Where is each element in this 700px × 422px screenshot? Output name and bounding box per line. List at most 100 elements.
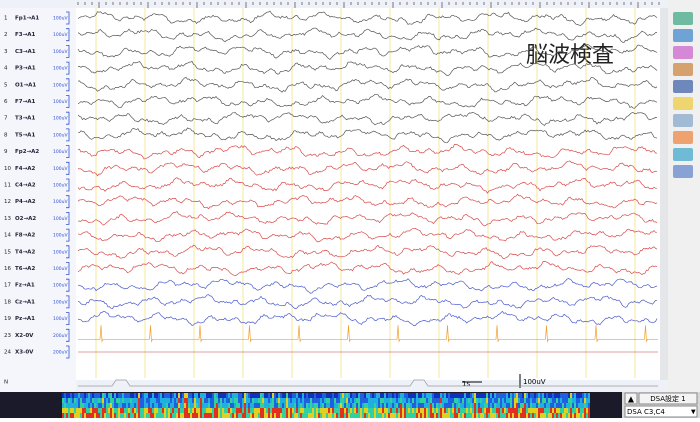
- dsa-cell: [118, 398, 120, 403]
- dsa-cell: [204, 398, 206, 403]
- dsa-cell: [86, 403, 88, 408]
- tool-icon[interactable]: [673, 46, 693, 59]
- tool-icon[interactable]: [673, 165, 693, 178]
- eeg-trace: [77, 44, 658, 60]
- eeg-trace: [77, 60, 658, 76]
- dsa-cell: [428, 413, 430, 418]
- scrollbar[interactable]: [660, 8, 668, 380]
- dsa-cell: [66, 413, 68, 418]
- dsa-cell: [82, 413, 84, 418]
- dsa-cell: [340, 408, 342, 413]
- dsa-cell: [256, 393, 258, 398]
- dsa-cell: [588, 408, 590, 413]
- dsa-cell: [300, 403, 302, 408]
- dsa-cell: [476, 398, 478, 403]
- dsa-cell: [402, 408, 404, 413]
- dsa-cell: [398, 393, 400, 398]
- dsa-cell: [112, 403, 114, 408]
- dsa-cell: [382, 393, 384, 398]
- dsa-cell: [222, 413, 224, 418]
- dsa-cell: [280, 413, 282, 418]
- tool-icon[interactable]: [673, 114, 693, 127]
- dsa-cell: [580, 413, 582, 418]
- dsa-cell: [118, 408, 120, 413]
- dsa-cell: [194, 393, 196, 398]
- dsa-cell: [100, 403, 102, 408]
- dsa-cell: [206, 408, 208, 413]
- dsa-cell: [160, 398, 162, 403]
- dsa-cell: [328, 413, 330, 418]
- dsa-cell: [480, 398, 482, 403]
- dsa-cell: [544, 403, 546, 408]
- dsa-cell: [252, 398, 254, 403]
- dsa-cell: [488, 403, 490, 408]
- dsa-cell: [256, 408, 258, 413]
- dsa-cell: [564, 408, 566, 413]
- dsa-cell: [508, 408, 510, 413]
- dsa-cell: [164, 403, 166, 408]
- dsa-cell: [128, 413, 130, 418]
- dsa-cell: [310, 403, 312, 408]
- dsa-cell: [72, 393, 74, 398]
- dsa-cell: [562, 403, 564, 408]
- dsa-cell: [462, 403, 464, 408]
- channel-label: C3→A1: [15, 49, 36, 55]
- dsa-cell: [266, 393, 268, 398]
- up-button[interactable]: [624, 392, 638, 405]
- dsa-cell: [86, 413, 88, 418]
- dsa-cell: [166, 408, 168, 413]
- dsa-cell: [298, 413, 300, 418]
- dsa-cell: [244, 398, 246, 403]
- dsa-cell: [522, 398, 524, 403]
- tool-icon[interactable]: [673, 80, 693, 93]
- tool-icon[interactable]: [673, 97, 693, 110]
- dsa-cell: [138, 398, 140, 403]
- dsa-cell: [240, 403, 242, 408]
- dsa-cell: [432, 408, 434, 413]
- dsa-cell: [458, 393, 460, 398]
- dsa-cell: [356, 403, 358, 408]
- dsa-cell: [98, 403, 100, 408]
- dsa-cell: [388, 398, 390, 403]
- dsa-cell: [376, 403, 378, 408]
- dsa-cell: [384, 413, 386, 418]
- dsa-cell: [286, 398, 288, 403]
- dsa-cell: [446, 398, 448, 403]
- dsa-cell: [154, 413, 156, 418]
- dsa-cell: [476, 393, 478, 398]
- dsa-cell: [382, 403, 384, 408]
- dsa-cell: [380, 398, 382, 403]
- dsa-cell: [102, 398, 104, 403]
- tool-icon[interactable]: [673, 12, 693, 25]
- tool-icon[interactable]: [673, 63, 693, 76]
- dsa-cell: [378, 408, 380, 413]
- tool-icon[interactable]: [673, 148, 693, 161]
- dsa-cell: [440, 413, 442, 418]
- dsa-cell: [462, 408, 464, 413]
- dsa-cell: [378, 403, 380, 408]
- dsa-cell: [250, 413, 252, 418]
- dsa-cell: [276, 413, 278, 418]
- eeg-trace: [77, 310, 658, 327]
- dsa-cell: [68, 403, 70, 408]
- dsa-cell: [362, 403, 364, 408]
- dsa-cell: [520, 393, 522, 398]
- tool-icon[interactable]: [673, 29, 693, 42]
- dsa-setting-button[interactable]: [638, 392, 698, 405]
- dsa-cell: [334, 398, 336, 403]
- montage-dropdown[interactable]: [624, 405, 698, 418]
- dsa-cell: [280, 403, 282, 408]
- dsa-cell: [540, 408, 542, 413]
- dsa-cell: [438, 393, 440, 398]
- dsa-cell: [376, 413, 378, 418]
- dsa-cell: [432, 393, 434, 398]
- dsa-cell: [580, 403, 582, 408]
- dsa-cell: [92, 413, 94, 418]
- dsa-cell: [292, 398, 294, 403]
- sensitivity-bracket: [66, 262, 70, 275]
- dsa-cell: [224, 413, 226, 418]
- tool-icon[interactable]: [673, 131, 693, 144]
- dsa-cell: [412, 398, 414, 403]
- dsa-cell: [266, 403, 268, 408]
- channel-sensitivity: 100uV: [53, 82, 68, 88]
